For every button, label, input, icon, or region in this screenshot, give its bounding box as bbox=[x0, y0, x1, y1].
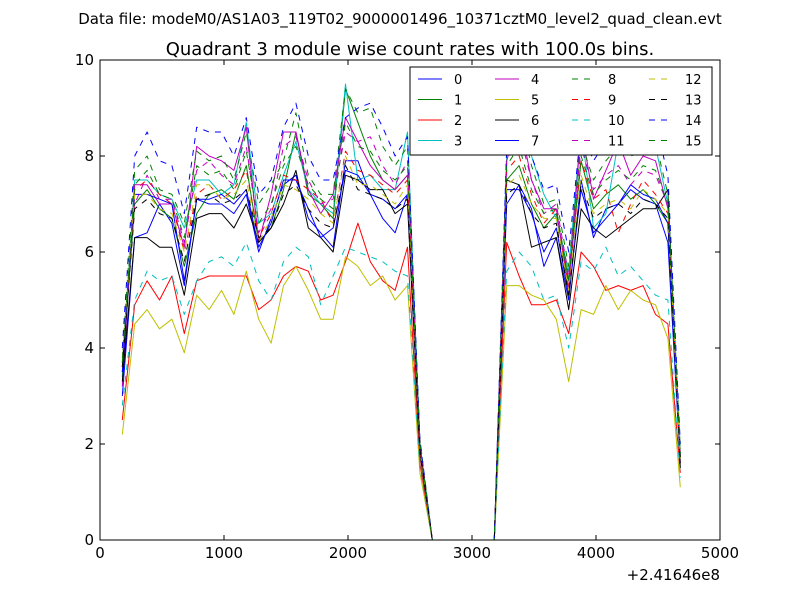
series-line-4 bbox=[121, 117, 681, 541]
series-line-14 bbox=[121, 102, 681, 541]
legend-label-6: 6 bbox=[531, 114, 539, 129]
series-line-0 bbox=[121, 160, 681, 541]
y-tick-label: 10 bbox=[75, 51, 94, 69]
legend-label-8: 8 bbox=[608, 73, 616, 88]
chart-suptitle: Data file: modeM0/AS1A03_119T02_90000014… bbox=[78, 10, 722, 29]
legend-label-13: 13 bbox=[685, 94, 702, 109]
y-tick-label: 0 bbox=[84, 531, 94, 549]
legend-label-9: 9 bbox=[608, 94, 616, 109]
legend-label-5: 5 bbox=[531, 94, 539, 109]
legend-label-4: 4 bbox=[531, 73, 539, 88]
y-tick-label: 4 bbox=[84, 339, 94, 357]
x-tick-label: 0 bbox=[95, 544, 105, 562]
chart-title: Quadrant 3 module wise count rates with … bbox=[166, 39, 655, 60]
legend-label-1: 1 bbox=[454, 94, 462, 109]
x-tick-label: 5000 bbox=[701, 544, 739, 562]
x-tick-label: 4000 bbox=[577, 544, 615, 562]
series-line-13 bbox=[121, 165, 681, 541]
legend-label-15: 15 bbox=[685, 135, 702, 150]
x-tick-label: 3000 bbox=[453, 544, 491, 562]
series-line-3 bbox=[121, 83, 681, 541]
x-tick-label: 1000 bbox=[205, 544, 243, 562]
series-line-8 bbox=[121, 88, 681, 541]
series-line-5 bbox=[121, 256, 681, 541]
legend-label-2: 2 bbox=[454, 114, 462, 129]
legend-label-7: 7 bbox=[531, 135, 539, 150]
x-offset-text: +2.41646e8 bbox=[627, 566, 720, 584]
series-line-9 bbox=[121, 150, 681, 541]
x-tick-label: 2000 bbox=[329, 544, 367, 562]
plot-frame bbox=[99, 59, 721, 541]
series-line-2 bbox=[121, 222, 681, 541]
y-tick-label: 6 bbox=[84, 243, 94, 261]
y-tick-label: 2 bbox=[84, 435, 94, 453]
series-line-7 bbox=[121, 169, 681, 541]
series-lines bbox=[121, 83, 681, 541]
series-line-6 bbox=[121, 169, 681, 541]
legend-label-12: 12 bbox=[685, 73, 702, 88]
legend-label-10: 10 bbox=[608, 114, 625, 129]
series-line-10 bbox=[121, 241, 681, 541]
legend-label-0: 0 bbox=[454, 73, 462, 88]
series-line-12 bbox=[121, 155, 681, 541]
series-line-15 bbox=[121, 121, 681, 541]
series-line-11 bbox=[121, 131, 681, 541]
legend-label-11: 11 bbox=[608, 135, 625, 150]
y-tick-label: 8 bbox=[84, 147, 94, 165]
legend-label-3: 3 bbox=[454, 135, 462, 150]
legend-label-14: 14 bbox=[685, 114, 702, 129]
